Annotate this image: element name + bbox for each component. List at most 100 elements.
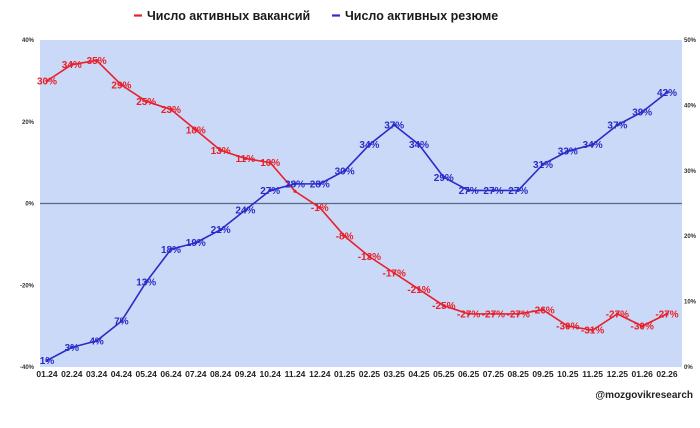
data-point-2 [392, 123, 396, 127]
data-label-2: 4% [89, 336, 104, 347]
data-label-1: -30% [556, 322, 579, 333]
x-tick-label: 11.24 [285, 369, 306, 379]
data-point-1 [169, 107, 173, 112]
data-point-1 [665, 312, 669, 316]
data-point-1 [491, 312, 495, 316]
data-point-1 [343, 234, 347, 238]
data-label-1: -13% [358, 252, 381, 263]
y-left-tick-label: 0% [25, 202, 34, 208]
data-label-2: 34% [409, 140, 429, 151]
x-tick-label: 02.24 [61, 369, 83, 379]
data-point-2 [169, 247, 173, 251]
data-label-1: 35% [87, 56, 107, 67]
data-point-1 [417, 287, 421, 291]
data-label-1: -27% [507, 309, 530, 320]
data-label-2: 37% [607, 121, 627, 132]
series-line-2 [46, 91, 668, 362]
data-label-2: 7% [114, 317, 129, 328]
x-tick-label: 06.25 [458, 369, 480, 379]
data-point-1 [219, 148, 223, 152]
data-point-1 [566, 324, 570, 328]
data-point-2 [615, 123, 620, 127]
y-right-tick-label: 20% [684, 234, 697, 240]
data-point-2 [293, 182, 297, 186]
x-tick-label: 11.25 [582, 369, 603, 379]
data-label-1: 18% [186, 125, 206, 136]
data-label-1: 23% [161, 105, 181, 116]
data-point-1 [615, 312, 620, 316]
data-point-2 [367, 143, 371, 147]
data-point-2 [70, 345, 74, 349]
data-point-2 [516, 188, 520, 193]
data-point-2 [268, 188, 272, 193]
x-tick-label: 10.24 [260, 369, 282, 379]
data-label-1: -17% [383, 268, 406, 279]
data-label-2: 1% [40, 356, 55, 367]
x-tick-label: 08.25 [508, 369, 530, 379]
legend-label-1: Число активных вакансий [147, 9, 310, 23]
data-label-1: 13% [211, 146, 231, 157]
data-label-2: 30% [335, 166, 355, 177]
data-point-1 [367, 255, 371, 259]
data-label-2: 24% [235, 206, 255, 217]
x-tick-label: 01.25 [334, 369, 356, 379]
data-label-2: 3% [65, 343, 80, 354]
data-point-1 [70, 62, 74, 67]
data-point-2 [566, 149, 570, 153]
data-label-1: -1% [311, 203, 329, 214]
data-point-2 [417, 143, 421, 147]
data-label-1: 34% [62, 60, 82, 71]
x-tick-label: 02.26 [656, 369, 678, 379]
data-label-2: 37% [384, 121, 404, 132]
y-left-tick-label: -40% [20, 365, 35, 371]
x-tick-label: 09.25 [532, 369, 554, 379]
data-label-1: -8% [336, 232, 354, 243]
data-label-1: 11% [236, 154, 256, 165]
data-label-1: -26% [531, 305, 554, 316]
data-label-1: 10% [260, 158, 280, 169]
data-label-2: 42% [657, 88, 677, 99]
data-point-2 [343, 169, 347, 173]
y-right-tick-label: 50% [684, 38, 697, 44]
x-tick-label: 03.25 [384, 369, 406, 379]
data-point-1 [144, 99, 148, 103]
legend-label-2: Число активных резюме [345, 9, 498, 23]
data-label-1: -25% [432, 301, 455, 312]
data-label-2: 18% [161, 245, 181, 256]
x-tick-label: 04.24 [111, 369, 133, 379]
data-point-1 [119, 83, 123, 87]
y-right-tick-label: 10% [684, 300, 697, 306]
x-tick-label: 03.24 [86, 369, 108, 379]
y-right-tick-label: 30% [684, 169, 697, 175]
x-tick-label: 10.25 [557, 369, 579, 379]
data-label-1: -21% [407, 285, 430, 296]
y-left-tick-label: 20% [22, 120, 35, 126]
data-label-2: 27% [260, 186, 280, 197]
data-label-1: -27% [606, 309, 629, 320]
data-label-1: 25% [136, 97, 156, 108]
data-label-2: 13% [136, 277, 156, 288]
data-label-2: 33% [558, 147, 578, 158]
x-tick-label: 01.24 [36, 369, 58, 379]
data-point-1 [442, 304, 446, 308]
data-label-2: 27% [459, 186, 479, 197]
data-label-2: 34% [583, 140, 603, 151]
x-tick-label: 02.25 [359, 369, 381, 379]
y-right-tick-label: 40% [684, 103, 697, 109]
x-tick-label: 09.24 [235, 369, 257, 379]
data-point-1 [95, 58, 99, 63]
data-point-2 [491, 188, 495, 193]
data-label-1: -31% [581, 326, 604, 337]
y-right-tick-label: 0% [684, 365, 693, 371]
data-point-2 [591, 143, 595, 147]
data-label-1: -27% [457, 309, 480, 320]
series-line-1 [46, 59, 668, 332]
data-label-1: -27% [655, 309, 678, 320]
data-point-2 [119, 319, 123, 323]
data-point-1 [392, 271, 396, 275]
x-tick-label: 12.25 [607, 369, 629, 379]
data-point-1 [541, 308, 545, 312]
data-point-2 [144, 280, 148, 284]
x-tick-label: 08.24 [210, 369, 232, 379]
